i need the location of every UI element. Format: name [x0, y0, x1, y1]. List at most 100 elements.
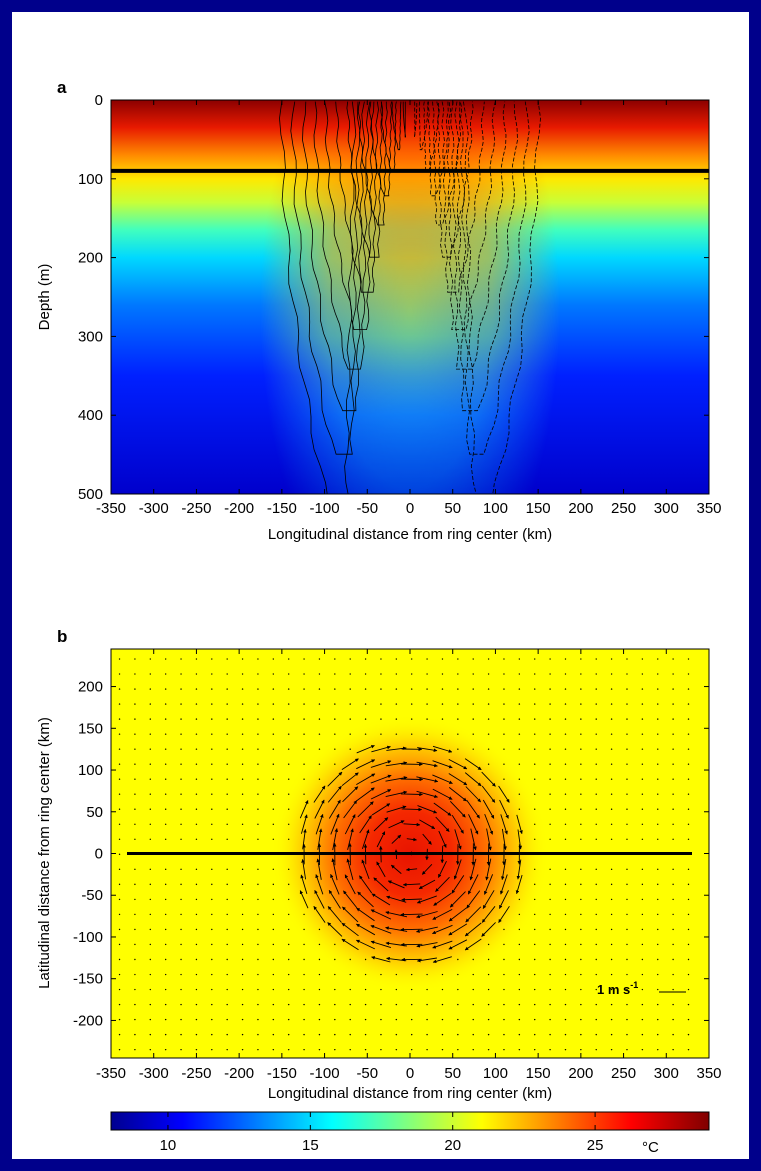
vector-dot: [134, 778, 136, 780]
vector-dot: [610, 793, 613, 795]
vector-dot: [395, 988, 398, 991]
figure-svg: a -350 -300 -250 -200 -150 -100 -50 0 50 100 150 20…: [36, 78, 722, 1156]
vector-dot: [318, 988, 321, 991]
vector-dot: [687, 943, 690, 946]
vector-dot: [564, 868, 567, 871]
vector-dot: [149, 1048, 151, 1051]
x-tick-label: -100: [310, 500, 340, 517]
vector-dot: [687, 763, 690, 765]
velocity-arrow: [385, 790, 408, 798]
velocity-arrow: [432, 940, 453, 949]
vector-dot: [303, 1033, 305, 1036]
y-tick-label: 300: [78, 328, 103, 345]
vector-dot: [672, 898, 674, 901]
vector-dot: [211, 973, 213, 976]
vector-dot: [149, 748, 151, 750]
velocity-arrow: [416, 942, 438, 948]
vector-dot: [257, 1003, 259, 1006]
vector-dot: [134, 688, 136, 690]
vector-dot: [457, 1018, 459, 1021]
vector-dot: [626, 778, 628, 780]
vector-dot: [687, 733, 690, 735]
vector-dot: [564, 958, 567, 961]
vector-dot: [626, 988, 628, 991]
vector-dot: [626, 718, 628, 720]
vector-dot: [672, 1003, 674, 1006]
vector-dot: [503, 973, 505, 976]
vector-dot: [195, 928, 198, 931]
vector-dot: [318, 763, 321, 765]
vector-dot: [549, 928, 551, 931]
vector-dot: [164, 778, 167, 780]
vector-dot: [257, 913, 259, 916]
vector-dot: [687, 688, 690, 690]
vector-dot: [164, 988, 167, 991]
vector-dot: [641, 913, 644, 916]
velocity-arrow: [468, 814, 479, 835]
x-tick-label: -250: [181, 500, 211, 517]
vector-dot: [672, 1048, 674, 1051]
x-tick-label: -50: [356, 1065, 378, 1082]
velocity-arrow: [300, 874, 308, 895]
vector-dot: [518, 718, 521, 720]
vector-dot: [149, 1018, 151, 1021]
vector-dot: [211, 898, 213, 901]
vector-dot: [272, 913, 275, 916]
vector-dot: [610, 988, 613, 991]
vector-dot: [549, 823, 551, 825]
vector-dot: [534, 658, 536, 660]
vector-dot: [549, 1018, 551, 1021]
vector-dot: [457, 688, 459, 690]
velocity-arrow: [356, 787, 375, 802]
vector-dot: [626, 688, 628, 690]
vector-dot: [534, 1018, 536, 1021]
vector-dot: [411, 718, 413, 720]
vector-dot: [241, 1048, 244, 1051]
vector-dot: [626, 733, 628, 735]
vector-dot: [303, 1003, 305, 1006]
vector-dot: [580, 703, 582, 705]
vector-dot: [241, 703, 244, 705]
vector-dot: [503, 748, 505, 750]
vector-dot: [580, 658, 582, 660]
vector-dot: [472, 1003, 474, 1006]
velocity-arrow: [388, 820, 405, 829]
vector-dot: [195, 1018, 198, 1021]
vector-dot: [180, 838, 182, 841]
vector-dot: [518, 988, 521, 991]
vector-dot: [195, 718, 198, 720]
vector-dot: [257, 718, 259, 720]
colorbar-tick-label: 15: [302, 1137, 319, 1154]
x-tick-label: -50: [356, 500, 378, 517]
vector-dot: [118, 718, 121, 720]
velocity-arrow: [342, 906, 359, 923]
velocity-contour: [335, 101, 379, 293]
vector-dot: [580, 793, 582, 795]
velocity-contour: [402, 101, 407, 138]
x-tick-label: -350: [96, 500, 126, 517]
panel-a-y-label: Depth (m): [36, 264, 53, 331]
vector-dot: [164, 808, 167, 810]
velocity-arrow: [300, 814, 308, 834]
vector-dot: [395, 973, 398, 976]
vector-dot: [626, 808, 628, 810]
vector-dot: [487, 688, 490, 690]
vector-dot: [318, 943, 321, 946]
vector-dot: [595, 763, 597, 765]
vector-dot: [672, 943, 674, 946]
vector-dot: [211, 1033, 213, 1036]
vector-dot: [303, 673, 305, 675]
velocity-arrow: [501, 828, 507, 851]
vector-dot: [211, 958, 213, 961]
vector-dot: [580, 763, 582, 765]
vector-dot: [534, 973, 536, 976]
vector-dot: [241, 793, 244, 795]
vector-dot: [364, 973, 367, 976]
vector-dot: [457, 673, 459, 675]
velocity-arrow: [346, 858, 354, 881]
vector-dot: [195, 808, 198, 810]
vector-dot: [180, 973, 182, 976]
vector-dot: [672, 958, 674, 961]
velocity-arrow: [302, 828, 307, 850]
velocity-arrow: [373, 817, 389, 832]
